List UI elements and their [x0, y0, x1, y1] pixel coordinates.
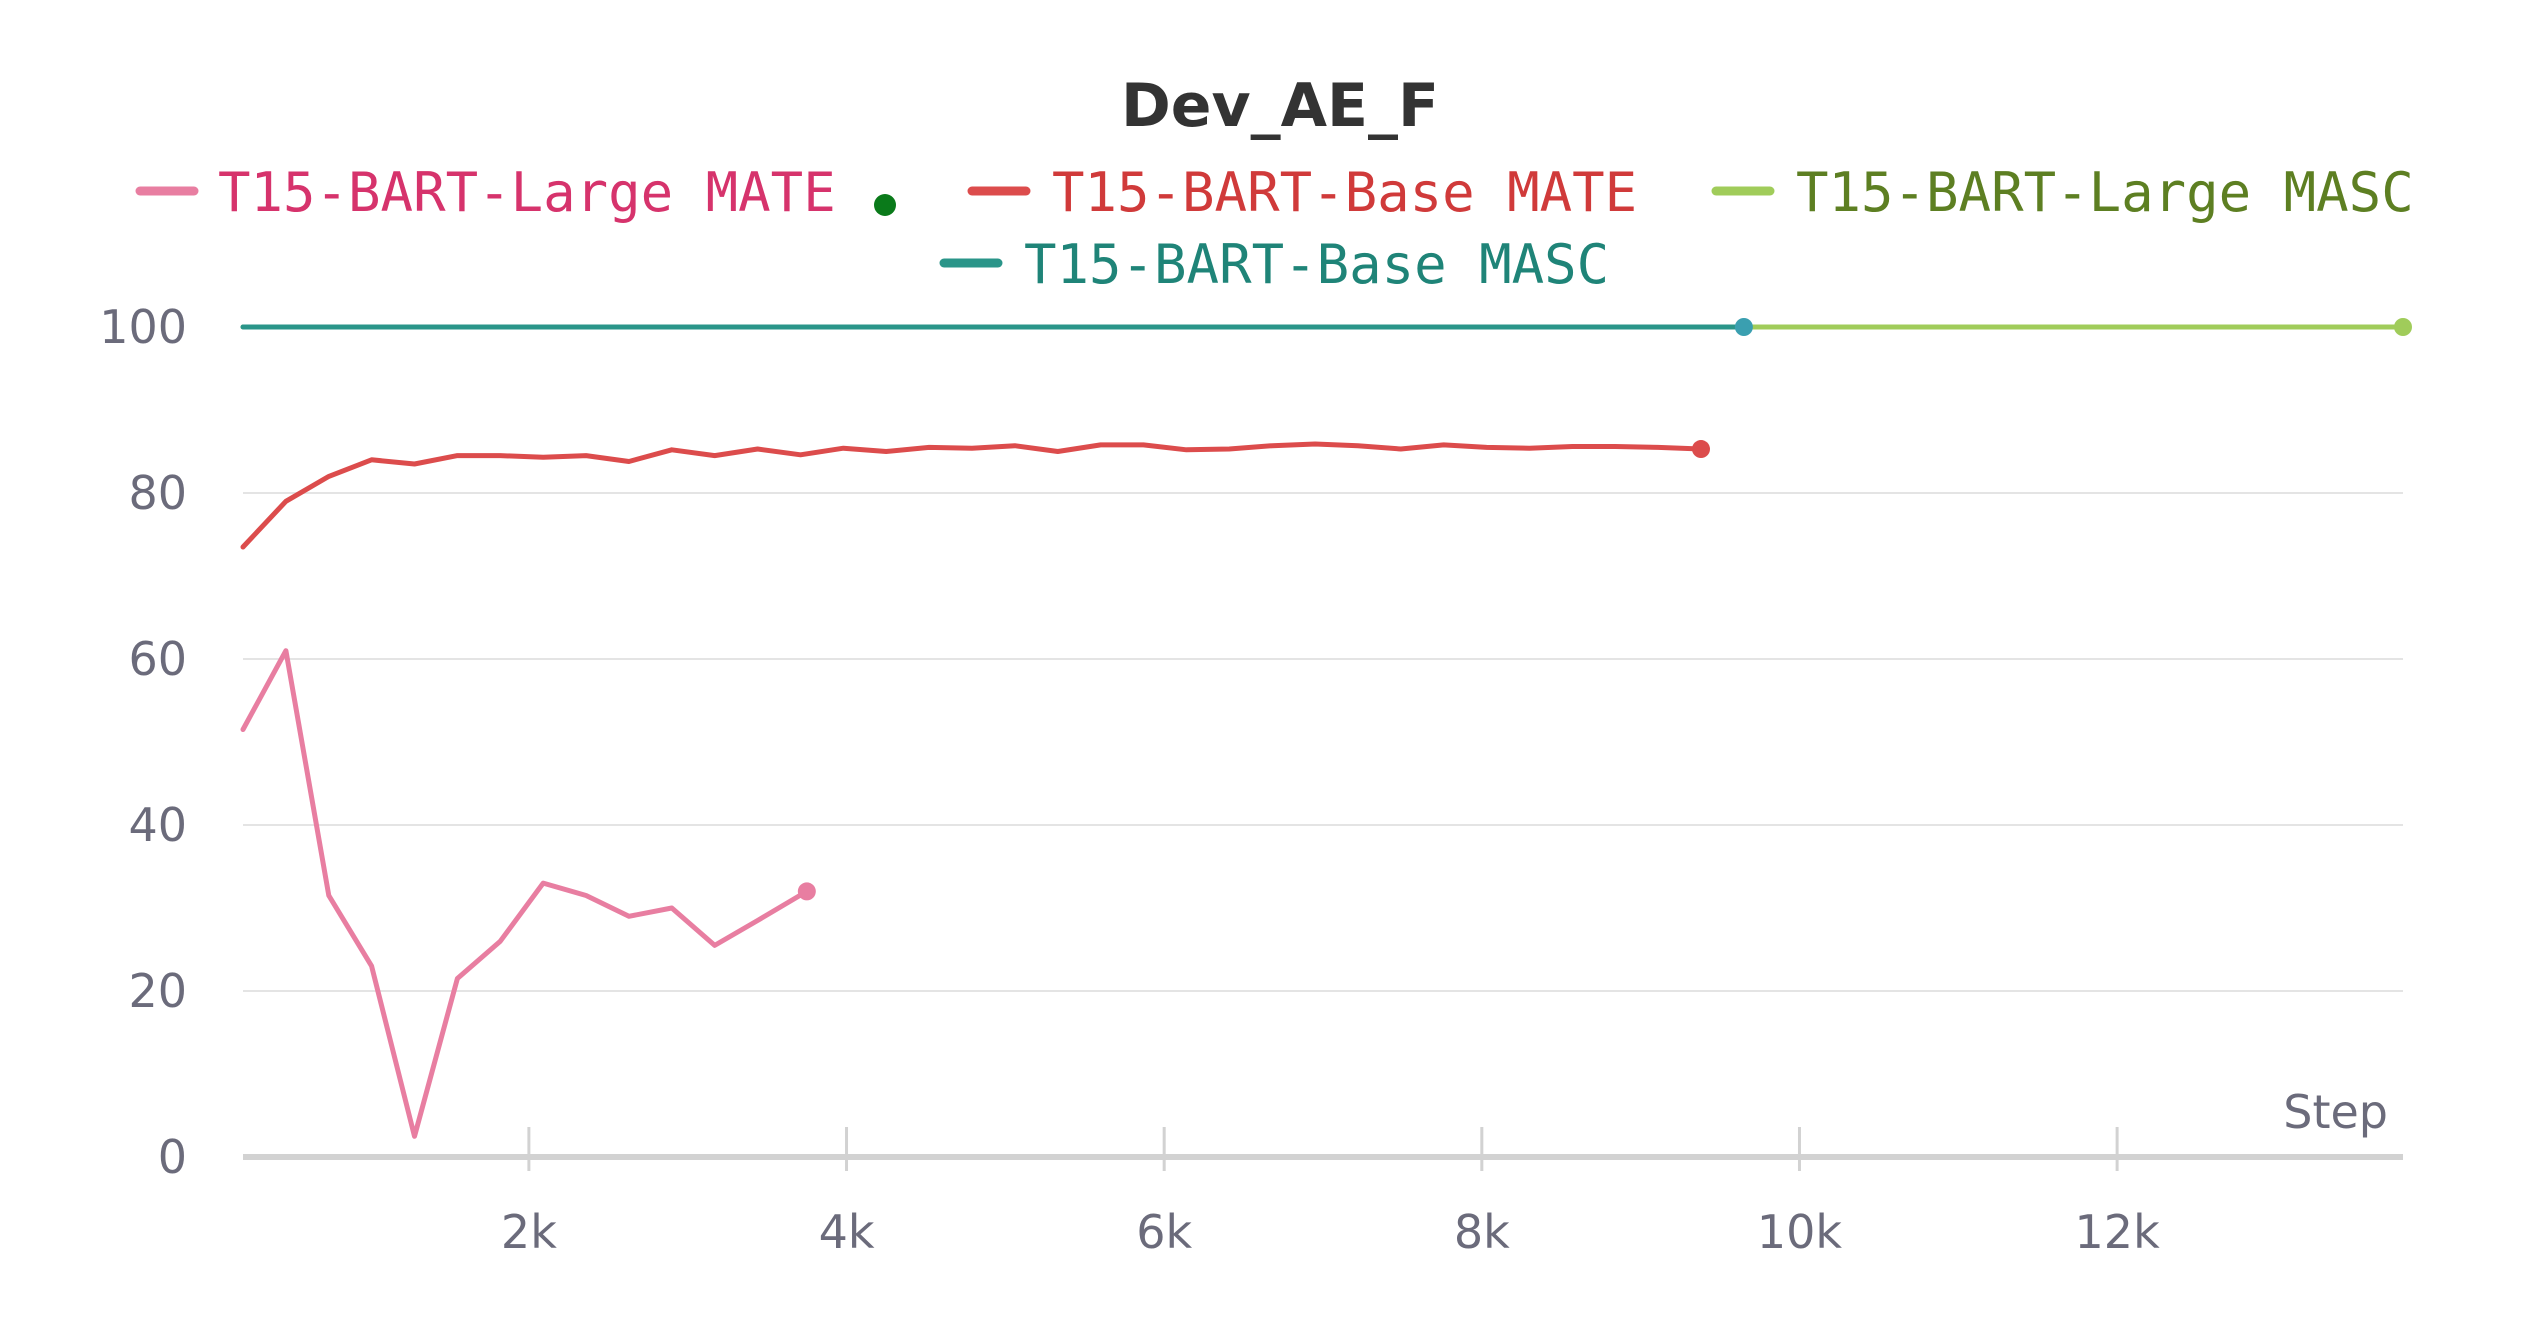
legend: T15-BART-Large MATE T15-BART-Base MATE T15…: [135, 161, 2414, 296]
axes: 0 20 40 60 80 100 2k 4k 6k 8k 10k 12k: [99, 300, 2403, 1259]
x-tick-label: 10k: [1757, 1205, 1843, 1259]
x-tick-label: 12k: [2075, 1205, 2161, 1259]
series-end-point: [797, 882, 816, 901]
series-end-point: [1692, 440, 1710, 459]
legend-label: T15-BART-Large MATE: [218, 161, 836, 224]
y-tick-label: 60: [128, 632, 187, 686]
y-tick-label: 20: [128, 964, 187, 1018]
series-end-point: [2394, 318, 2412, 336]
x-tick-label: 4k: [819, 1205, 875, 1259]
chart-title: Dev_AE_F: [1121, 71, 1439, 141]
legend-status-dot: [874, 194, 896, 216]
y-tick-label: 80: [128, 466, 187, 520]
y-tick-label: 0: [158, 1130, 187, 1184]
x-tick-label: 6k: [1136, 1205, 1192, 1259]
series-line: [240, 441, 1704, 550]
y-tick-label: 40: [128, 798, 187, 852]
x-tick-label: 2k: [501, 1205, 557, 1259]
legend-label: T15-BART-Base MATE: [1052, 161, 1637, 224]
legend-label: T15-BART-Base MASC: [1024, 233, 1609, 296]
x-tick-label: 8k: [1454, 1205, 1510, 1259]
series-line: [240, 648, 810, 1139]
y-tick-label: 100: [99, 300, 187, 354]
legend-label: T15-BART-Large MASC: [1796, 161, 2414, 224]
series-end-point: [1734, 318, 1753, 336]
series-lines: [240, 318, 2412, 1139]
x-axis-label: Step: [2283, 1085, 2388, 1139]
